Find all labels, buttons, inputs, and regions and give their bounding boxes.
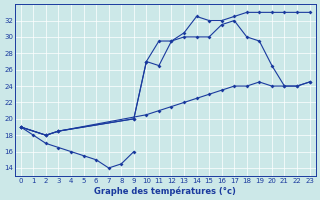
X-axis label: Graphe des températures (°c): Graphe des températures (°c): [94, 186, 236, 196]
